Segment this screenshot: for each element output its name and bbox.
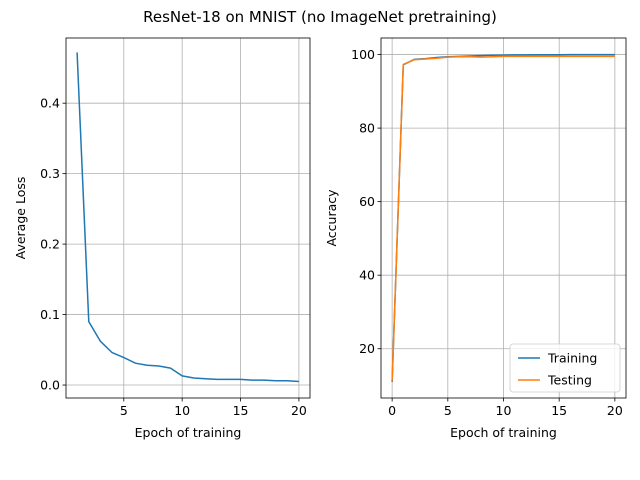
accuracy-y-tick-label-4: 100	[351, 47, 375, 62]
loss-series-line-0	[76, 52, 299, 383]
loss-y-tick-label-0: 0.0	[40, 378, 60, 393]
accuracy-x-tick-label-2: 10	[496, 403, 512, 418]
loss-y-tick-label-2: 0.2	[40, 237, 60, 252]
loss-axes-frame	[65, 37, 311, 399]
loss-y-axis-label: Average Loss	[13, 177, 28, 260]
loss-y-tick-label-4: 0.4	[40, 96, 60, 111]
accuracy-x-tick-label-4: 20	[607, 403, 623, 418]
accuracy-x-tick-label-3: 15	[551, 403, 567, 418]
loss-y-tick-label-1: 0.1	[40, 307, 60, 322]
accuracy-legend-label-testing: Testing	[547, 373, 592, 388]
accuracy-y-tick-label-0: 20	[359, 341, 375, 356]
accuracy-y-tick-label-2: 60	[359, 194, 375, 209]
loss-chart: 5 10 15 20 0.0 0.1 0.2 0.3 0.4 Epoch of training A…	[13, 37, 311, 440]
loss-x-tick-label-3: 20	[291, 403, 307, 418]
figure-title: ResNet-18 on MNIST (no ImageNet pretrain…	[143, 8, 497, 26]
loss-x-tick-label-1: 10	[174, 403, 190, 418]
accuracy-legend-label-training: Training	[547, 351, 597, 366]
accuracy-y-tick-label-1: 40	[359, 268, 375, 283]
accuracy-y-axis-label: Accuracy	[324, 189, 339, 247]
accuracy-x-axis-label: Epoch of training	[450, 425, 557, 440]
accuracy-legend: Training Testing	[509, 343, 621, 393]
accuracy-x-tick-label-0: 0	[388, 403, 396, 418]
accuracy-series-line-testing	[391, 55, 615, 381]
accuracy-chart: 0 5 10 15 20 20 40 60 80 100 Epoch of training Accu…	[324, 37, 627, 440]
loss-x-tick-label-0: 5	[120, 403, 128, 418]
loss-x-axis-label: Epoch of training	[135, 425, 242, 440]
accuracy-y-tick-label-3: 80	[359, 121, 375, 136]
loss-y-tick-label-3: 0.3	[40, 166, 60, 181]
loss-x-tick-label-2: 15	[233, 403, 249, 418]
accuracy-x-tick-label-1: 5	[444, 403, 452, 418]
